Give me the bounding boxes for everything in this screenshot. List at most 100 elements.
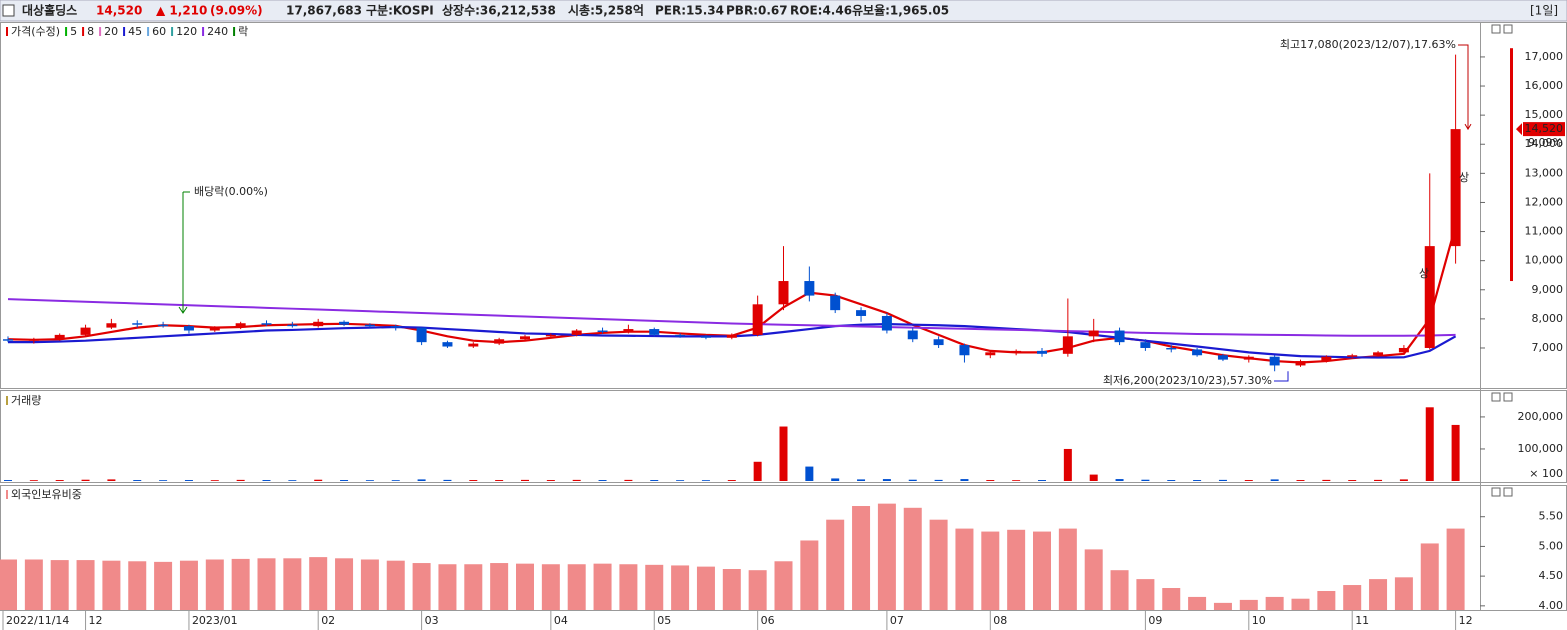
- legend-swatch: [202, 27, 205, 36]
- volume-bar: [288, 480, 297, 481]
- y-tick-label: 9,000: [1532, 283, 1564, 296]
- candle-body: [959, 345, 970, 356]
- foreign-bar: [619, 564, 638, 610]
- foreign-bar: [24, 559, 43, 610]
- candle-body: [856, 310, 867, 316]
- x-tick-label: 12: [1459, 614, 1473, 627]
- volume-bar: [908, 479, 917, 481]
- price-pointer: [1516, 123, 1522, 136]
- volume-bar: [107, 479, 116, 481]
- foreign-bar: [464, 564, 483, 610]
- volume-bar: [882, 479, 891, 481]
- foreign-bar: [154, 561, 173, 610]
- volume-bar: [960, 479, 969, 481]
- legend-label: 120: [176, 25, 197, 38]
- foreign-bar: [541, 564, 560, 610]
- foreign-bar: [981, 531, 1000, 610]
- volume-bar: [1425, 407, 1434, 481]
- limit-up: 상: [1459, 171, 1469, 184]
- shares: 상장수:36,212,538: [442, 3, 556, 18]
- foreign-bar: [671, 565, 690, 610]
- foreign-bar: [645, 564, 664, 610]
- candle-body: [1217, 355, 1228, 360]
- low-arrow: [1274, 371, 1289, 382]
- volume-bar: [1270, 479, 1279, 481]
- panel-buttons[interactable]: [1491, 24, 1513, 497]
- x-tick-label: 05: [657, 614, 671, 627]
- volume-bar: [262, 480, 271, 481]
- foreign-bar: [283, 558, 302, 610]
- foreign-bar: [1420, 543, 1439, 610]
- candle-body: [1192, 349, 1203, 356]
- volume-bar: [1399, 479, 1408, 481]
- volume-bar: [1193, 480, 1202, 481]
- change-label: 9.09%: [1528, 136, 1563, 149]
- roe: ROE:4.46: [790, 4, 852, 18]
- foreign-bar: [516, 563, 534, 610]
- ma-line: [7, 225, 1457, 364]
- low-label: 최저6,200(2023/10/23),57.30%: [1103, 374, 1272, 387]
- foreign-bar: [205, 559, 224, 610]
- foreign-bar: [257, 558, 276, 610]
- candle-body: [494, 339, 505, 344]
- checkbox[interactable]: [2, 4, 15, 17]
- panel-title: 외국인보유비중: [11, 488, 82, 501]
- candle-body: [726, 334, 737, 338]
- foreign-bar: [1394, 577, 1413, 610]
- candle-body: [313, 321, 324, 327]
- period[interactable]: [1일]: [1530, 4, 1558, 18]
- candle-body: [287, 324, 298, 327]
- y-tick-label: 12,000: [1525, 195, 1564, 208]
- foreign-bar: [1007, 529, 1026, 610]
- foreign-bar: [1369, 579, 1388, 610]
- foreign-bar: [696, 566, 715, 610]
- candle-body: [416, 327, 427, 343]
- volume-bar: [727, 480, 736, 481]
- volume-bar: [236, 479, 245, 481]
- panel-title: 거래량: [11, 394, 41, 407]
- foreign-bar: [335, 558, 354, 610]
- y-tick-label: 15,000: [1525, 108, 1564, 121]
- cap: 시총:5,258억: [568, 3, 644, 18]
- legend-label: 20: [104, 25, 118, 38]
- foreign-bar: [1317, 590, 1336, 610]
- foreign-bar: [955, 528, 974, 610]
- reserve: 유보율:1,965.05: [852, 4, 949, 18]
- foreign-bar: [800, 540, 819, 610]
- x-tick-label: 02: [321, 614, 335, 627]
- foreign-bar: [386, 560, 405, 610]
- legend-swatch: [233, 27, 236, 36]
- x-tick-label: 2023/01: [192, 614, 238, 627]
- volume: 17,867,683: [286, 4, 362, 18]
- volume-bar: [1063, 448, 1072, 481]
- candle-body: [520, 336, 530, 340]
- legend-label: 5: [70, 25, 77, 38]
- foreign-bar: [76, 560, 95, 610]
- foreign-bar: [1188, 596, 1207, 610]
- volume-bar: [314, 479, 323, 481]
- change-pct: (9.09%): [210, 4, 263, 18]
- y-tick-label: 5.00: [1539, 539, 1564, 552]
- volume-bar: [1012, 480, 1021, 481]
- foreign-bar: [903, 507, 922, 610]
- volume-bar: [934, 479, 943, 481]
- foreign-bar: [1110, 570, 1129, 610]
- candle-body: [985, 352, 996, 356]
- legend-swatch: [171, 27, 174, 36]
- volume-bar: [133, 480, 142, 481]
- foreign-bar: [877, 503, 896, 610]
- foreign-bar: [722, 569, 741, 610]
- candle-body: [1114, 330, 1125, 343]
- y-tick-label: 11,000: [1525, 225, 1564, 238]
- volume-bar: [572, 479, 581, 481]
- candle-body: [3, 339, 13, 341]
- y-tick-label: 16,000: [1525, 79, 1564, 92]
- candle-body: [235, 323, 246, 328]
- foreign-bar: [1213, 602, 1232, 610]
- candle-body: [132, 323, 143, 325]
- header-bar: [0, 0, 1567, 22]
- x-tick-label: 07: [890, 614, 904, 627]
- high-label: 최고17,080(2023/12/07),17.63%: [1280, 38, 1456, 51]
- x-tick-label: 12: [89, 614, 103, 627]
